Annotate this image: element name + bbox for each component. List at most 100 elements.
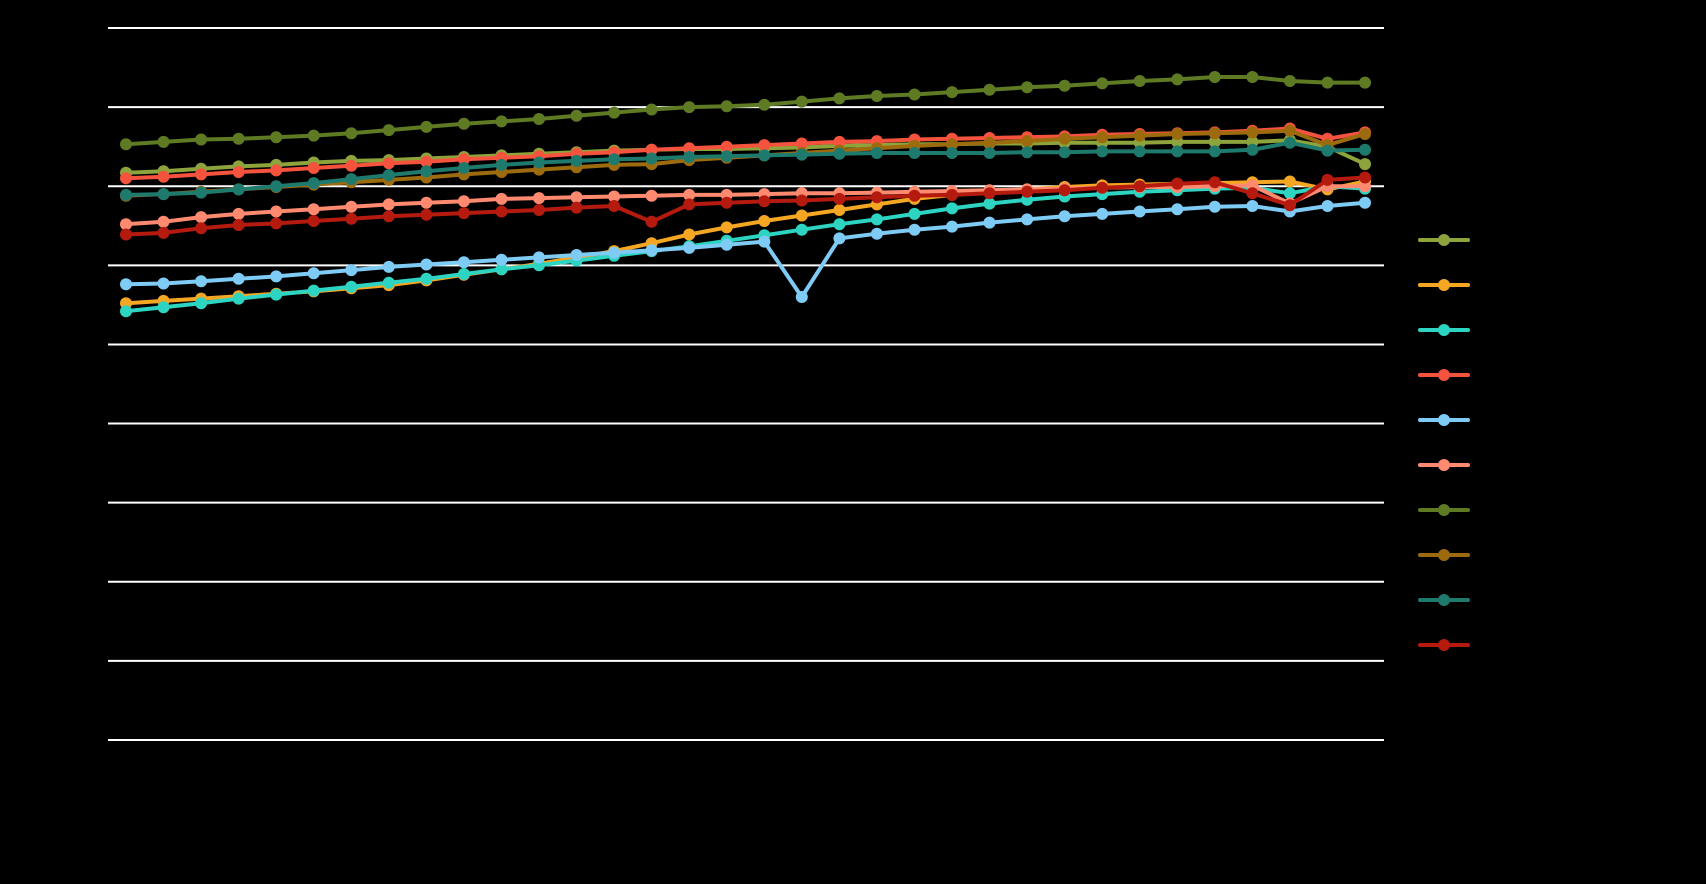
series-10-point (457, 207, 470, 220)
series-10-point (345, 212, 358, 225)
series-10-point (120, 228, 132, 241)
series-1-line (124, 138, 1367, 175)
series-9-point (157, 188, 170, 201)
series-6-point (1359, 180, 1371, 193)
legend-swatch-marker (1438, 279, 1450, 291)
series-3-point (157, 301, 170, 314)
series-3-point (307, 284, 320, 297)
series-3-line (124, 184, 1367, 314)
series-2-point (1283, 175, 1296, 188)
series-8-point (1096, 131, 1109, 144)
series-9-point (420, 165, 433, 178)
series-3-point (795, 223, 808, 236)
series-5-point (1359, 196, 1371, 209)
series-7-point (983, 83, 996, 96)
series-7-point (1283, 75, 1296, 87)
series-7-point (570, 109, 583, 122)
legend-item-9 (1418, 594, 1470, 606)
series-8-point (1246, 126, 1259, 139)
series-7-point (1096, 77, 1109, 90)
legend-item-8 (1418, 549, 1470, 561)
series-8-point (1058, 132, 1071, 145)
series-5-point (1058, 210, 1071, 223)
series-3-point (457, 268, 470, 280)
series-5-point (1171, 203, 1184, 216)
series-9-point (120, 188, 132, 201)
legend-swatch-marker (1438, 549, 1450, 561)
series-9-point (983, 147, 996, 159)
series-10-point (495, 205, 508, 218)
series-7-point (1321, 76, 1334, 89)
series-6-point (645, 189, 658, 202)
series-9-point (1246, 143, 1259, 156)
series-10-point (157, 226, 170, 239)
series-4-point (232, 166, 245, 178)
series-9-point (1283, 136, 1296, 149)
series-4-point (195, 168, 208, 181)
series-6-point (157, 215, 170, 228)
series-10-point (908, 189, 921, 202)
legend-item-6 (1418, 459, 1470, 471)
series-4-point (270, 164, 283, 177)
series-7-point (1021, 81, 1034, 94)
series-8-point (1171, 128, 1184, 140)
series-6-point (382, 198, 395, 211)
series-10-point (1171, 177, 1184, 190)
series-8-point (983, 136, 996, 149)
series-7-point (232, 132, 245, 145)
series-6-point (495, 192, 508, 205)
series-9-point (570, 154, 583, 167)
series-3-point (120, 305, 132, 318)
series-5-point (645, 244, 658, 257)
series-8-point (1283, 124, 1296, 137)
series-5-point (1246, 200, 1259, 212)
series-3-point (833, 218, 846, 231)
series-5-point (795, 291, 808, 303)
series-7-point (870, 90, 883, 102)
series-7-point (457, 117, 470, 130)
series-9-line (124, 140, 1367, 197)
series-9-point (1058, 146, 1071, 159)
series-7-point (382, 124, 395, 137)
series-10-point (758, 195, 771, 208)
series-10-point (195, 222, 208, 235)
series-5-point (307, 267, 320, 280)
series-10-line (124, 175, 1367, 237)
series-7-point (795, 95, 808, 108)
series-3-point (1283, 187, 1296, 200)
series-7-point (345, 127, 358, 140)
series-7-point (307, 129, 320, 142)
series-9-point (833, 147, 846, 160)
series-7 (120, 71, 1371, 151)
series-9-point (1208, 145, 1221, 158)
legend-swatch-marker (1438, 639, 1450, 651)
series-3-point (420, 272, 433, 285)
series-3-point (983, 197, 996, 210)
series-2-point (683, 228, 696, 241)
series-4-point (795, 137, 808, 150)
legend-item-7 (1418, 504, 1470, 516)
series-10-point (833, 192, 846, 205)
series-7-point (758, 98, 771, 111)
series-5-point (983, 216, 996, 229)
series-10-point (795, 194, 808, 207)
series-5-point (382, 260, 395, 273)
series-6-point (683, 188, 696, 201)
series-3-point (232, 292, 245, 305)
series-4-point (120, 172, 132, 185)
series-5-point (1133, 205, 1146, 218)
series-7-point (608, 106, 621, 119)
series-5-point (1096, 207, 1109, 220)
series-9-point (533, 156, 545, 169)
series-10-point (1096, 181, 1109, 194)
series-7-point (157, 135, 170, 148)
series-6-point (195, 211, 208, 224)
series-1-point (1359, 158, 1371, 171)
series-10-point (382, 210, 395, 223)
series-5-point (833, 232, 846, 245)
series-9-point (720, 150, 733, 163)
series-5-point (232, 272, 245, 285)
series-8-point (1133, 129, 1146, 142)
series-10-point (1359, 171, 1371, 184)
series-7-point (1246, 71, 1259, 83)
